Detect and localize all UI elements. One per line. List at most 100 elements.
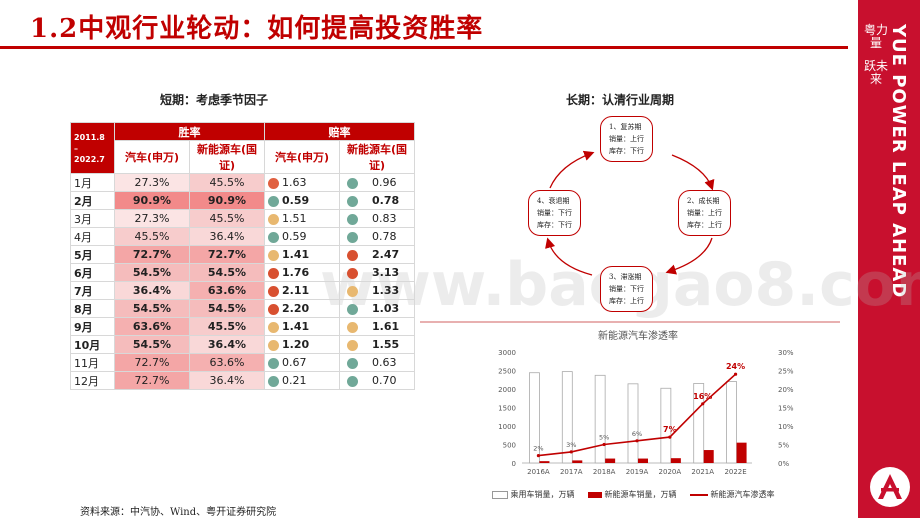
bar-nev [638, 458, 648, 463]
auto-odds-cell: 1.41 [264, 245, 340, 264]
phase-name: 4、衰退期 [537, 197, 570, 205]
odds-indicator-icon [268, 177, 279, 189]
y-tick-label: 0 [512, 460, 516, 468]
table-row: 3月 27.3% 45.5% 1.51 0.83 [70, 209, 415, 228]
penetration-point [701, 402, 705, 406]
bar-nev [605, 458, 616, 463]
phase-name: 3、滞涨期 [609, 273, 642, 281]
auto-odds-cell: 0.59 [264, 227, 340, 246]
odds-value: 2.11 [282, 284, 310, 297]
nev-odds-cell: 3.13 [339, 263, 415, 282]
y-tick-label: 500 [503, 442, 516, 450]
odds-value: 0.59 [282, 194, 310, 207]
bar-nev [703, 450, 714, 463]
odds-indicator-icon [268, 213, 279, 225]
odds-value: 0.78 [372, 230, 397, 243]
odds-value: 0.63 [372, 356, 397, 369]
month-cell: 4月 [70, 227, 115, 246]
y2-tick-label: 15% [778, 405, 794, 413]
auto-win-cell: 72.7% [114, 245, 190, 264]
auto-win-cell: 72.7% [114, 353, 190, 372]
odds-value: 0.21 [282, 374, 307, 387]
month-cell: 9月 [70, 317, 115, 336]
bar-passenger [693, 383, 705, 464]
x-tick-label: 2019A [626, 468, 649, 476]
odds-indicator-icon [268, 339, 279, 351]
nev-odds-cell: 0.96 [339, 173, 415, 192]
slogan-line-1: 粤力量 [863, 23, 888, 50]
auto-win-cell: 54.5% [114, 299, 190, 318]
phase-recovery: 1、复苏期 销量：上行 库存：下行 [600, 116, 653, 162]
odds-indicator-icon [347, 339, 358, 351]
brand-sidebar [858, 0, 920, 518]
seasonal-table: 2011.8 – 2022.7 胜率 赔率 汽车(申万) 新能源车(国证) 汽车… [70, 122, 415, 390]
legend-nev: 新能源车销量，万辆 [588, 489, 677, 500]
phase-line: 库存：上行 [687, 221, 722, 229]
y2-tick-label: 5% [778, 442, 789, 450]
long-term-heading: 长期：认清行业周期 [566, 93, 675, 107]
table-row: 12月 72.7% 36.4% 0.21 0.70 [70, 371, 415, 390]
odds-header: 赔率 [264, 122, 415, 141]
odds-indicator-icon [347, 267, 358, 279]
nev-win-cell: 72.7% [189, 245, 265, 264]
table-row: 8月 54.5% 54.5% 2.20 1.03 [70, 299, 415, 318]
auto-win-cell: 63.6% [114, 317, 190, 336]
table-row: 2月 90.9% 90.9% 0.59 0.78 [70, 191, 415, 210]
bar-passenger [594, 374, 606, 464]
y-tick-label: 2000 [498, 386, 516, 394]
month-cell: 10月 [70, 335, 115, 354]
nev-odds-cell: 1.03 [339, 299, 415, 318]
nev-odds-cell: 0.78 [339, 227, 415, 246]
bar-nev [736, 442, 747, 463]
penetration-point [536, 454, 541, 458]
legend-swatch-passenger [492, 490, 508, 499]
odds-indicator-icon [268, 321, 279, 333]
odds-value: 1.61 [372, 320, 400, 333]
penetration-label: 16% [693, 392, 712, 401]
x-tick-label: 2016A [527, 468, 550, 476]
nev-odds-cell: 0.63 [339, 353, 415, 372]
penetration-point [668, 435, 672, 439]
table-row: 1月 27.3% 45.5% 1.63 0.96 [70, 173, 415, 192]
cycle-arrow [549, 150, 595, 189]
nev-odds-cell: 0.70 [339, 371, 415, 390]
odds-value: 1.03 [372, 302, 400, 315]
phase-name: 1、复苏期 [609, 123, 642, 131]
win-rate-header: 胜率 [114, 122, 265, 141]
x-tick-label: 2017A [560, 468, 583, 476]
bar-nev [670, 458, 681, 463]
auto-odds-cell: 1.20 [264, 335, 340, 354]
phase-line: 销量：下行 [609, 285, 644, 293]
phase-line: 库存：下行 [537, 221, 572, 229]
nev-odds-cell: 1.61 [339, 317, 415, 336]
odds-value: 2.47 [372, 248, 400, 261]
phase-line: 销量：上行 [687, 209, 722, 217]
phase-name: 2、成长期 [687, 197, 720, 205]
brand-logo-icon [870, 467, 910, 507]
odds-value: 1.33 [372, 284, 400, 297]
cycle-diagram [545, 150, 715, 276]
nev-odds-cell: 1.33 [339, 281, 415, 300]
auto-odds-cell: 1.63 [264, 173, 340, 192]
odds-indicator-icon [268, 285, 279, 297]
phase-stagflation: 3、滞涨期 销量：下行 库存：上行 [600, 266, 653, 312]
y2-tick-label: 10% [778, 423, 794, 431]
bar-passenger [529, 372, 540, 464]
odds-value: 3.13 [372, 266, 400, 279]
nev-win-cell: 45.5% [189, 173, 265, 192]
y-tick-label: 1500 [498, 405, 516, 413]
table-row: 11月 72.7% 63.6% 0.67 0.63 [70, 353, 415, 372]
col-nev-odds: 新能源车(国证) [339, 140, 415, 174]
month-cell: 6月 [70, 263, 115, 282]
nev-win-cell: 90.9% [189, 191, 265, 210]
legend-label: 新能源车销量，万辆 [604, 490, 677, 499]
col-auto-odds: 汽车(申万) [264, 140, 340, 174]
auto-win-cell: 27.3% [114, 209, 190, 228]
odds-value: 0.96 [372, 176, 397, 189]
table-row: 6月 54.5% 54.5% 1.76 3.13 [70, 263, 415, 282]
penetration-label: 5% [599, 434, 609, 442]
phase-line: 销量：上行 [609, 135, 644, 143]
col-auto-win: 汽车(申万) [114, 140, 190, 174]
table-row: 4月 45.5% 36.4% 0.59 0.78 [70, 227, 415, 246]
nev-win-cell: 63.6% [189, 353, 265, 372]
